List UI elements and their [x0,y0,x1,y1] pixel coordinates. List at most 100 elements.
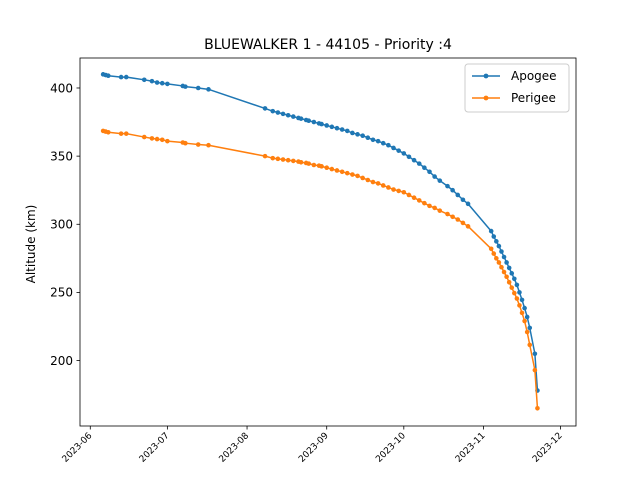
apogee-point [195,85,201,91]
perigee-point [149,136,155,141]
apogee-point [522,305,527,311]
apogee-point [280,111,286,117]
apogee-point [504,260,509,265]
apogee-point [123,74,129,80]
apogee-point [319,121,324,127]
apogee-point [183,84,188,89]
apogee-point [365,135,371,141]
apogee-point [494,239,499,244]
series-layer [100,72,540,411]
perigee-point [105,129,111,135]
apogee-point [154,80,160,85]
y-tick-label: 250 [50,286,73,300]
perigee-point [183,140,188,146]
apogee-point [141,77,147,83]
apogee-point [165,81,170,87]
apogee-point [524,314,530,320]
apogee-point [512,276,517,282]
apogee-point [517,290,522,295]
perigee-point [154,136,160,142]
apogee-point [527,325,533,331]
x-tick-label: 2023-09 [297,431,331,465]
perigee-point [311,162,317,168]
apogee-point [270,108,276,114]
apogee-point [496,243,502,249]
apogee-point [285,112,291,118]
apogee-point [262,106,268,111]
apogee-point [514,282,520,288]
perigee-point [370,179,376,185]
y-tick-label: 200 [50,354,73,368]
perigee-point [339,169,345,175]
perigee-point [432,205,437,211]
apogee-point [422,165,427,171]
x-tick-label: 2023-07 [138,431,172,465]
perigee-point [165,138,170,144]
apogee-point [432,174,437,179]
apogee-point [298,116,304,121]
apogee-point [339,127,345,132]
perigee-point [319,164,324,169]
apogee-point [460,197,466,203]
apogee-point [427,169,432,175]
perigee-point [386,185,391,190]
perigee-point [334,168,340,173]
apogee-point [159,80,165,86]
perigee-point [396,188,401,194]
perigee-point [406,192,412,198]
apogee-point [391,145,396,151]
apogee-point [491,234,497,239]
apogee-point [488,228,494,234]
perigee-point [504,274,509,280]
perigee-point [437,208,443,213]
apogee-point [455,192,461,198]
apogee-point [329,124,335,130]
legend-apogee-marker [483,73,489,79]
perigee-point [535,405,540,411]
perigee-point [275,156,281,162]
apogee-point [350,130,355,136]
perigee-point [360,175,365,181]
apogee-point [344,128,350,134]
apogee-point [406,154,412,160]
perigee-point [306,161,312,166]
perigee-point [411,195,417,200]
perigee-point [506,279,512,285]
perigee-point [206,142,211,148]
x-tick-label: 2023-11 [454,431,488,465]
perigee-point [298,159,304,165]
y-axis-label: Altitude (km) [24,205,38,284]
perigee-point [509,285,515,290]
perigee-point [329,166,335,172]
perigee-point [123,131,129,136]
apogee-point [380,140,386,146]
perigee-point [517,303,522,308]
perigee-point [522,318,527,324]
perigee-point [195,142,201,147]
perigee-point [416,198,422,203]
x-tick-label: 2023-10 [374,431,408,465]
apogee-point [306,118,312,123]
perigee-point [270,155,276,161]
legend-apogee-label: Apogee [511,69,557,83]
apogee-point [355,132,360,137]
perigee-point [455,217,461,222]
perigee-point [422,200,427,206]
perigee-point [527,342,533,348]
apogee-point [401,151,407,156]
apogee-point [311,119,317,125]
perigee-point [514,296,520,301]
perigee-point [532,367,538,373]
apogee-point [118,74,124,80]
apogee-point [509,271,515,276]
legend-perigee-marker [483,95,489,101]
perigee-point [291,158,296,164]
legend: Apogee Perigee [464,63,570,113]
apogee-point [437,178,443,183]
chart-title: BLUEWALKER 1 - 44105 - Priority :4 [204,37,452,53]
x-tick-label: 2023-06 [61,431,95,465]
perigee-point [465,224,471,229]
apogee-point [411,157,417,163]
apogee-point [105,73,111,79]
apogee-point [206,87,211,92]
